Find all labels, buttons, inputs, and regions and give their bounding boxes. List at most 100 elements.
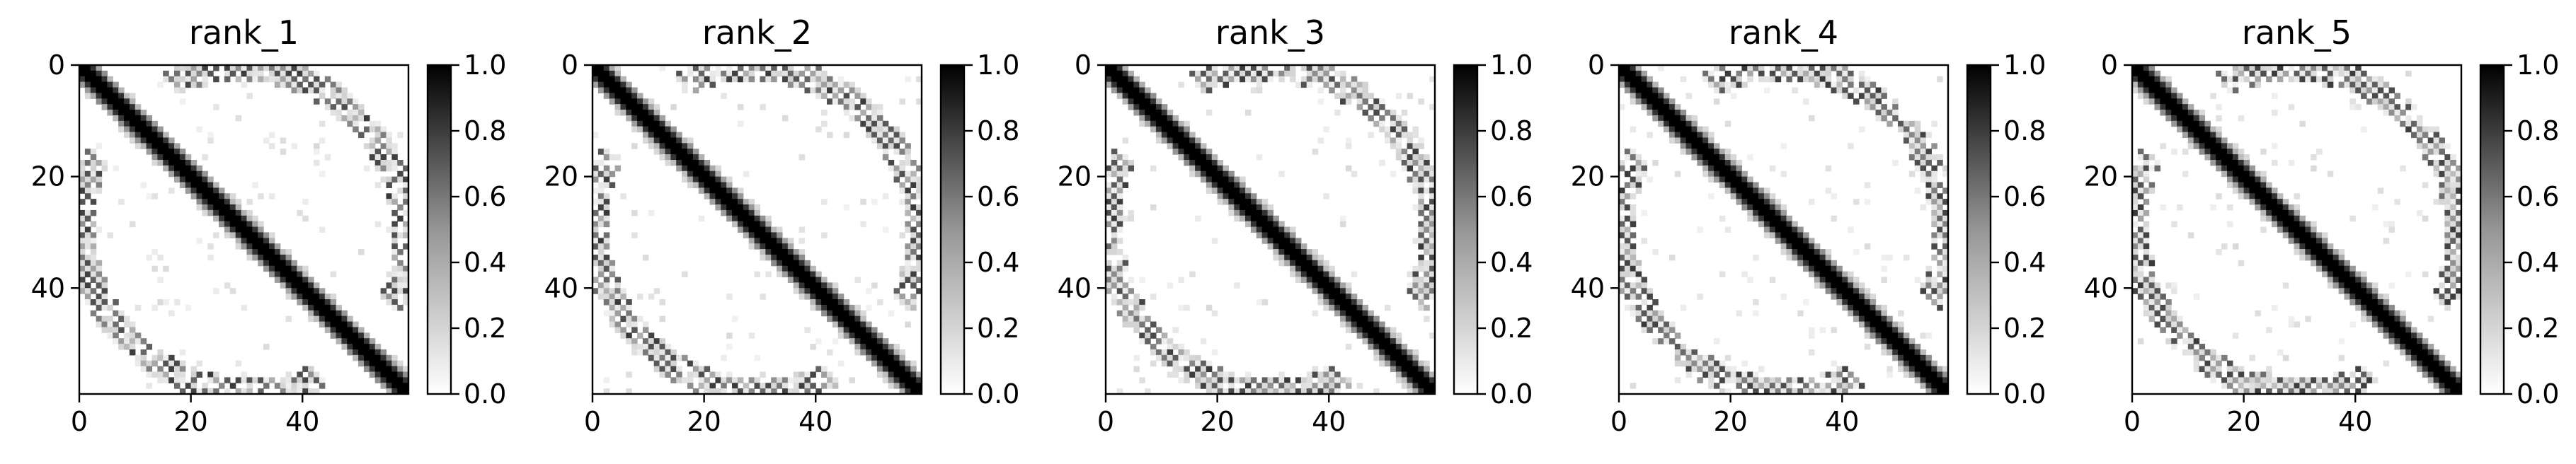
heatmap-cell bbox=[1848, 277, 1854, 283]
heatmap-cell bbox=[2444, 271, 2451, 278]
heatmap-cell bbox=[297, 81, 303, 88]
heatmap-cell bbox=[748, 204, 755, 211]
heatmap-cell bbox=[2355, 70, 2362, 77]
heatmap-cell bbox=[2327, 254, 2334, 261]
heatmap-cell bbox=[676, 354, 682, 361]
heatmap-cell bbox=[1780, 238, 1787, 244]
heatmap-cell bbox=[593, 226, 599, 233]
heatmap-cell bbox=[653, 149, 660, 155]
heatmap-cell bbox=[2266, 209, 2272, 216]
heatmap-cell bbox=[1418, 282, 1424, 289]
heatmap-cell bbox=[2182, 120, 2189, 127]
heatmap-cell bbox=[2182, 132, 2189, 139]
heatmap-cell bbox=[1150, 120, 1157, 127]
heatmap-cell bbox=[2316, 383, 2323, 389]
heatmap-cell bbox=[274, 254, 281, 261]
heatmap-cell bbox=[910, 193, 917, 199]
heatmap-cell bbox=[726, 70, 733, 77]
heatmap-cell bbox=[620, 304, 626, 311]
heatmap-cell bbox=[653, 137, 660, 144]
heatmap-cell bbox=[2316, 76, 2323, 83]
heatmap-cell bbox=[1658, 104, 1664, 110]
colorbar-tick-label: 0.8 bbox=[977, 115, 1019, 146]
heatmap-cell bbox=[603, 215, 610, 222]
heatmap-cell bbox=[798, 260, 806, 267]
heatmap-cell bbox=[2394, 332, 2400, 339]
heatmap-cell bbox=[2444, 265, 2451, 272]
heatmap-cell bbox=[1273, 254, 1279, 261]
heatmap-cell bbox=[1407, 176, 1414, 183]
heatmap-cell bbox=[1780, 204, 1787, 211]
heatmap-cell bbox=[2282, 221, 2289, 228]
heatmap-cell bbox=[324, 310, 331, 317]
heatmap-cell bbox=[905, 260, 911, 267]
heatmap-cell bbox=[1892, 159, 1899, 166]
heatmap-cell bbox=[96, 299, 103, 306]
heatmap-cell bbox=[90, 87, 97, 94]
heatmap-cell bbox=[659, 315, 666, 323]
heatmap-cell bbox=[1619, 165, 1625, 172]
heatmap-cell bbox=[1635, 70, 1642, 77]
heatmap-cell bbox=[213, 199, 219, 205]
heatmap-cell bbox=[620, 104, 626, 110]
heatmap-cell bbox=[2450, 221, 2456, 228]
heatmap-cell bbox=[1429, 209, 1436, 216]
colorbar-tick-label: 1.0 bbox=[2517, 50, 2559, 81]
heatmap-cell bbox=[2255, 187, 2261, 194]
heatmap-cell bbox=[1195, 377, 1201, 383]
heatmap-cell bbox=[202, 76, 208, 83]
heatmap-cell bbox=[793, 265, 800, 272]
heatmap-cell bbox=[1334, 70, 1341, 77]
heatmap-cell bbox=[1942, 371, 1949, 378]
heatmap-cell bbox=[1111, 299, 1118, 306]
heatmap-cell bbox=[2388, 327, 2395, 333]
heatmap-cell bbox=[837, 327, 845, 333]
heatmap-cell bbox=[1407, 132, 1414, 139]
heatmap-cell bbox=[2422, 366, 2429, 373]
heatmap-cell bbox=[84, 65, 91, 71]
heatmap-cell bbox=[1724, 182, 1731, 188]
heatmap-cell bbox=[1719, 360, 1726, 367]
heatmap-cell bbox=[866, 304, 872, 311]
heatmap-cell bbox=[2439, 187, 2445, 194]
heatmap-cell bbox=[1139, 93, 1145, 99]
heatmap-cell bbox=[1139, 110, 1145, 116]
heatmap-cell bbox=[1418, 182, 1424, 188]
heatmap-cell bbox=[1323, 277, 1329, 283]
heatmap-cell bbox=[358, 327, 365, 333]
heatmap-cell bbox=[1630, 98, 1637, 105]
heatmap-cell bbox=[1278, 371, 1285, 378]
heatmap-cell bbox=[2294, 209, 2301, 216]
heatmap-cell bbox=[386, 176, 392, 183]
heatmap-cell bbox=[1178, 143, 1184, 149]
heatmap-cell bbox=[90, 159, 97, 166]
heatmap-cell bbox=[2272, 204, 2278, 211]
heatmap-cell bbox=[113, 321, 119, 328]
heatmap-cell bbox=[1803, 65, 1809, 71]
heatmap-cell bbox=[353, 332, 359, 339]
colorbar-tick-label: 0.6 bbox=[2517, 181, 2559, 212]
heatmap-cell bbox=[1753, 371, 1759, 378]
heatmap-cell bbox=[631, 232, 638, 238]
heatmap-cell bbox=[687, 143, 694, 149]
heatmap-cell bbox=[1674, 332, 1681, 339]
heatmap-cell bbox=[207, 243, 214, 250]
heatmap-cell bbox=[2400, 120, 2406, 127]
heatmap-cell bbox=[96, 76, 103, 83]
heatmap-cell bbox=[765, 221, 772, 228]
heatmap-cell bbox=[2439, 383, 2445, 389]
heatmap-cell bbox=[129, 120, 136, 127]
heatmap-cell bbox=[732, 76, 738, 83]
heatmap-cell bbox=[2349, 321, 2356, 328]
heatmap-cell bbox=[336, 304, 343, 311]
heatmap-cell bbox=[2349, 87, 2356, 94]
heatmap-cell bbox=[1685, 354, 1693, 361]
heatmap-cell bbox=[1825, 165, 1832, 172]
heatmap-cell bbox=[1424, 282, 1430, 289]
heatmap-cell bbox=[721, 182, 727, 188]
heatmap-cell bbox=[2355, 304, 2362, 311]
heatmap-cell bbox=[319, 294, 326, 300]
heatmap-cell bbox=[1819, 254, 1826, 261]
heatmap-cell bbox=[849, 327, 856, 333]
heatmap-cell bbox=[1139, 315, 1145, 323]
